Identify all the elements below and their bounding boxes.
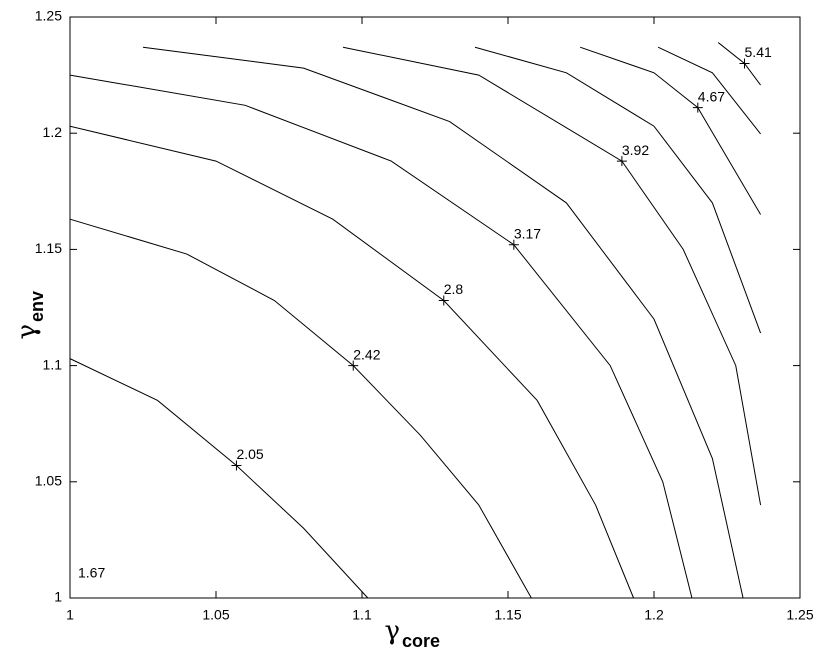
x-tick-label: 1.25 [786,607,813,623]
y-axis-label-sub: env [27,291,47,322]
plot-box [69,16,801,599]
y-tick-label: 1.15 [35,240,62,256]
contour-label: 4.67 [698,88,725,104]
contour-line [657,46,761,135]
x-tick-label: 1.1 [352,607,372,623]
contour-line [474,46,762,334]
x-tick-label: 1.2 [644,607,664,623]
x-axis-label: γ [384,616,400,646]
y-tick-label: 1.25 [35,8,62,24]
contour-line [579,46,762,215]
y-tick-label: 1 [54,589,62,605]
y-tick-label: 1.2 [43,124,63,140]
contour-label: 1.67 [78,565,105,581]
contour-marker [438,295,449,306]
contour-line [69,125,635,599]
contour-marker [348,360,359,371]
y-tick-label: 1.05 [35,473,62,489]
y-tick-label: 1.1 [43,356,63,372]
contour-label: 2.42 [353,346,380,362]
contour-line [69,358,369,599]
contour-label: 3.92 [622,142,649,158]
contour-label: 2.8 [444,281,464,297]
contour-marker [739,58,750,69]
contour-line [69,218,532,599]
x-tick-label: 1.05 [202,607,229,623]
contour-marker [692,102,703,113]
contour-label: 2.05 [236,446,263,462]
contour-marker [231,460,242,471]
contour-line [69,74,693,599]
contour-line [342,46,762,506]
contour-marker [508,239,519,250]
contour-marker [616,156,627,167]
x-axis-label-sub: core [402,631,440,651]
contour-label: 3.17 [514,225,541,241]
x-tick-label: 1.15 [494,607,521,623]
y-axis-label: γ [12,324,42,340]
contour-label: 5.41 [745,44,772,60]
contour-line [142,46,744,599]
x-tick-label: 1 [66,607,74,623]
